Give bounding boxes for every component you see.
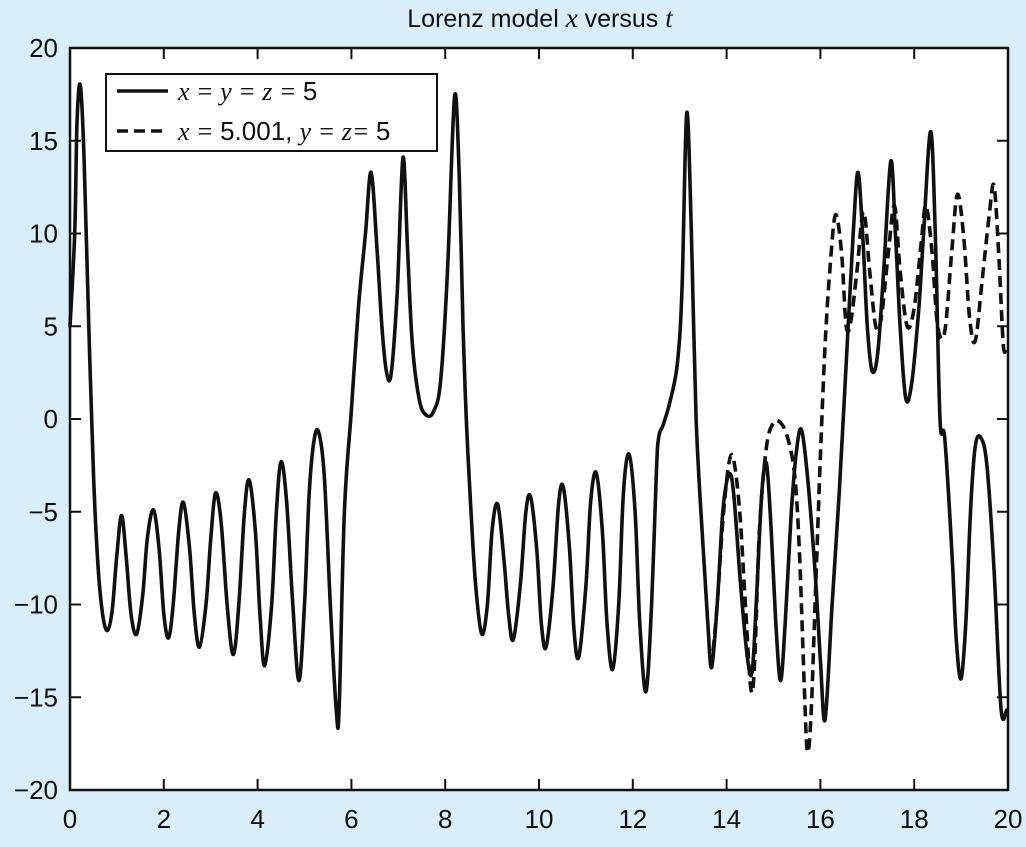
legend-solid-piece: = — [190, 77, 221, 106]
legend-solid-piece: = — [272, 77, 303, 106]
chart-title: Lorenz model x versus t — [407, 3, 674, 33]
legend-solid-piece: = — [232, 77, 263, 106]
axis-tick-labels: 0 2 4 6 8 10 12 14 16 18 20 −20 −15 −10 −5 0 5 10 15 20 — [14, 33, 1023, 834]
plot-frame — [68, 46, 1010, 792]
chart-title-var-x: x — [565, 3, 578, 33]
legend-dashed-piece: = — [190, 117, 221, 146]
x-tick-label: 2 — [157, 804, 171, 834]
x-tick-label: 0 — [63, 804, 77, 834]
y-tick-label: −20 — [14, 775, 58, 805]
legend-dashed-piece: z — [341, 117, 352, 146]
x-tick-label: 10 — [525, 804, 554, 834]
x-tick-label: 4 — [250, 804, 264, 834]
x-tick-label: 16 — [806, 804, 835, 834]
y-tick-label: 0 — [44, 404, 58, 434]
x-tick-label: 12 — [618, 804, 647, 834]
series-layer — [68, 82, 1009, 755]
legend-solid-piece: x — [177, 77, 190, 106]
x-tick-label: 14 — [712, 804, 741, 834]
legend-dashed-piece: y — [297, 117, 312, 146]
y-tick-label: −10 — [14, 590, 58, 620]
y-tick-label: 10 — [29, 219, 58, 249]
plot-area — [70, 48, 1008, 790]
x-tick-label: 8 — [438, 804, 452, 834]
x-tick-label: 6 — [344, 804, 358, 834]
legend-dashed-piece: = — [352, 117, 376, 146]
legend-label-solid: x = y = z = 5 — [177, 76, 317, 106]
legend: x = y = z = 5 x = 5.001, y = z= 5 — [105, 73, 438, 152]
y-tick-label: −5 — [28, 497, 58, 527]
y-tick-label: 20 — [29, 33, 58, 63]
y-tick-label: 15 — [29, 126, 58, 156]
legend-dashed-piece: = — [311, 117, 342, 146]
legend-box — [105, 73, 438, 152]
chart-title-mid: versus — [578, 5, 666, 33]
legend-dashed-piece: 5 — [376, 116, 390, 146]
series-line-dashed — [709, 182, 1009, 755]
chart-title-prefix: Lorenz model — [407, 5, 565, 33]
x-tick-label: 20 — [994, 804, 1023, 834]
y-tick-label: 5 — [44, 311, 58, 341]
legend-solid-piece: 5 — [303, 76, 317, 106]
y-tick-label: −15 — [14, 682, 58, 712]
x-tick-label: 18 — [900, 804, 929, 834]
legend-solid-piece: y — [217, 77, 232, 106]
legend-solid-piece: z — [261, 77, 272, 106]
legend-label-dashed: x = 5.001, y = z= 5 — [177, 116, 390, 146]
legend-dashed-piece: x — [177, 117, 190, 146]
series-line-solid — [68, 82, 1009, 730]
legend-dashed-piece: 5.001, — [220, 116, 300, 146]
chart-title-var-t: t — [665, 3, 674, 33]
